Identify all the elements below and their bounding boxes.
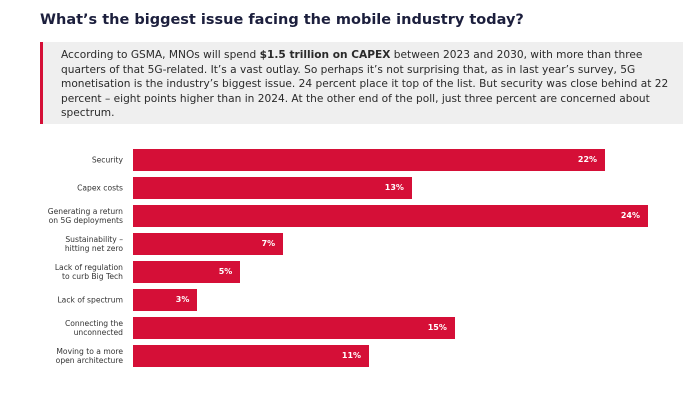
callout-text: According to GSMA, MNOs will spend (61, 49, 260, 61)
value-label: 7% (261, 239, 276, 248)
bar: 15% (133, 317, 455, 339)
bar: 13% (133, 177, 412, 199)
category-label: Capex costs (77, 183, 123, 193)
bar: 24% (133, 205, 648, 227)
category-label: Lack of regulation to curb Big Tech (54, 263, 123, 281)
value-label: 13% (384, 183, 404, 192)
category-label: Generating a return on 5G deployments (47, 207, 123, 225)
bar: 3% (133, 289, 198, 311)
category-label: Moving to a more open architecture (55, 347, 123, 365)
value-label: 5% (218, 267, 233, 276)
value-label: 24% (620, 211, 640, 220)
chart-title: What’s the biggest issue facing the mobi… (40, 12, 524, 28)
category-label: Connecting the unconnected (64, 319, 123, 337)
callout-text: between 2023 and 2030, with more than th… (61, 49, 669, 120)
value-label: 3% (175, 295, 190, 304)
bar: 11% (133, 345, 370, 367)
callout: According to GSMA, MNOs will spend $1.5 … (40, 42, 683, 124)
value-label: 15% (427, 323, 447, 332)
category-label: Sustainability – hitting net zero (64, 235, 123, 253)
callout-bold: $1.5 trillion on CAPEX (259, 49, 391, 61)
value-label: 11% (341, 351, 362, 360)
bar: 5% (133, 261, 241, 283)
category-label: Security (91, 155, 123, 165)
bar: 7% (133, 233, 284, 255)
bar: 22% (133, 149, 606, 171)
category-label: Lack of spectrum (57, 295, 123, 305)
value-label: 22% (577, 155, 598, 164)
